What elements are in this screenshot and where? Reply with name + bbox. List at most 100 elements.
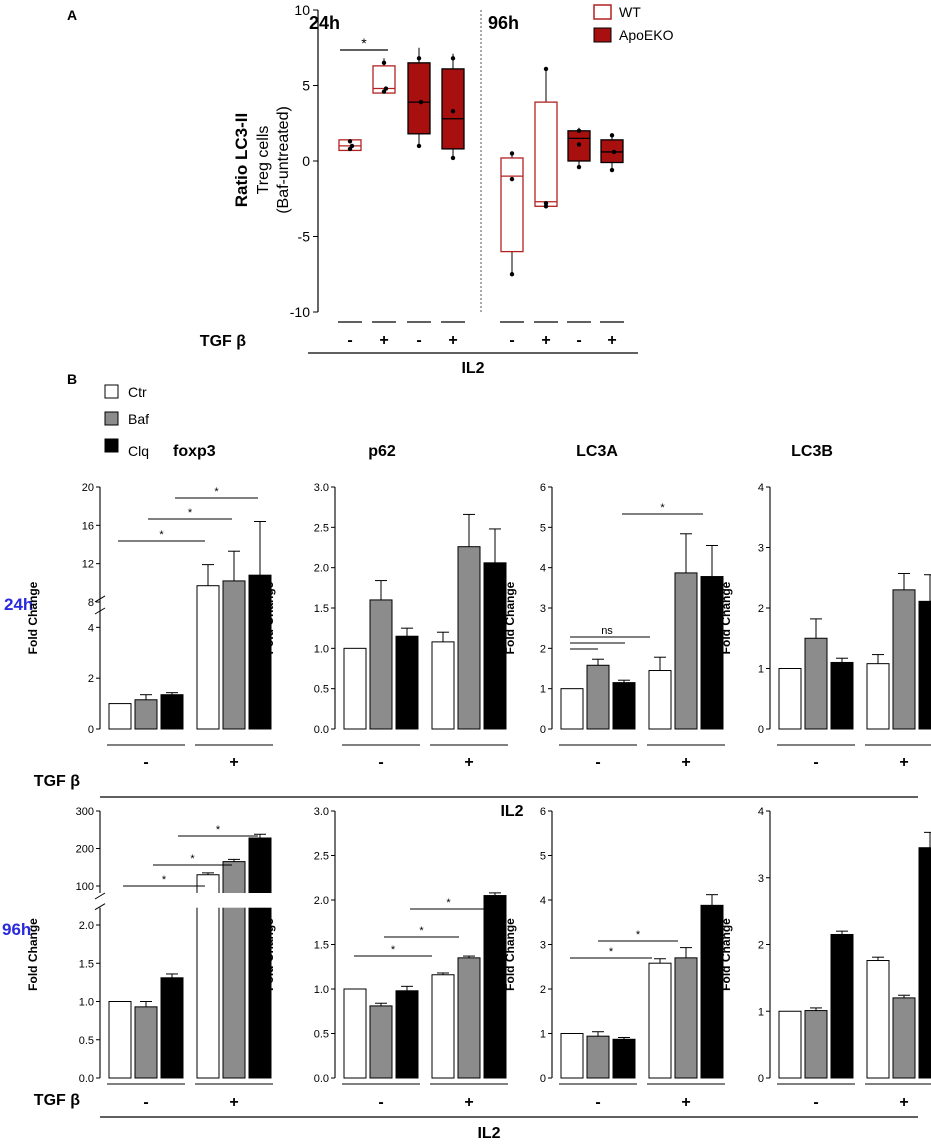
bar-chart-tick-label: 2.0 [314, 563, 329, 575]
bar-chart-tick-label: 5 [540, 522, 546, 534]
bar-ctr [560, 1033, 584, 1079]
panel-a-point [381, 60, 387, 66]
bar-clq [612, 1038, 636, 1079]
bar-clq [830, 933, 854, 1079]
tgf-sign-plus: + [229, 1094, 238, 1111]
panel-a-point [609, 133, 615, 138]
panel-a-box [500, 157, 524, 253]
panel-a-tick-label: 0 [302, 153, 310, 169]
bar-chart-tick-label: 3 [540, 603, 546, 615]
bar-chart-tick-label: 1 [540, 684, 546, 696]
tgf-sign-minus: - [813, 754, 818, 771]
panel-a-point [509, 151, 515, 156]
bar-ctr [866, 960, 890, 1079]
bar-chart-tick-label: 1 [758, 1006, 764, 1018]
panel-a-point [576, 164, 582, 170]
panel-a-time-96h: 96h [488, 13, 519, 33]
bar-baf [134, 699, 158, 730]
row24-tgf-label: TGF β [34, 773, 80, 790]
bar-chart-tick-label: 4 [758, 806, 764, 818]
bar-chart-tick-label: 20 [82, 482, 94, 494]
bar-chart-tick-label: 1.0 [314, 643, 329, 655]
panel-a-tick-label: -5 [298, 229, 311, 245]
panel-a-point [576, 128, 582, 133]
bar-chart-tick-label: 2.5 [314, 851, 329, 863]
bar-chart-ylabel: Fold Change [719, 581, 733, 654]
tgf-sign-minus: - [813, 1094, 818, 1111]
bar-chart-tick-label: 2 [758, 940, 764, 952]
bar-chart-tick-label: 3.0 [314, 482, 329, 494]
panel-a-point [416, 143, 422, 149]
bar-ctr [108, 703, 132, 730]
panel-a-ylabel-3: (Baf-untreated) [275, 106, 292, 214]
bar-chart-ylabel: Fold Change [26, 918, 40, 991]
bar-chart-tick-label: 0.0 [79, 1073, 94, 1085]
bar-chart-tick-label: 6 [540, 482, 546, 494]
bar-chart-tick-label: 12 [82, 559, 94, 571]
panel-a-tgf-sign: - [347, 332, 352, 349]
bar-chart-tick-label: 4 [88, 622, 94, 634]
sig-star: * [162, 874, 167, 886]
sig-star: * [159, 529, 164, 541]
panel-a-point [450, 56, 456, 61]
tgf-sign-plus: + [464, 754, 473, 771]
bar-chart-tick-label: 0.5 [314, 684, 329, 696]
bar-chart-tick-label: 16 [82, 520, 94, 532]
panel-a-ylabel-1: Ratio LC3-II [232, 113, 251, 207]
bar-chart-tick-label: 0 [88, 724, 94, 736]
legend-apoeko-swatch [593, 27, 612, 43]
bar-baf [222, 580, 246, 730]
bar-baf [457, 957, 481, 1079]
axis-break-gap [98, 893, 318, 908]
bar-chart-tick-label: 300 [76, 806, 94, 818]
legend-clq-swatch [104, 438, 119, 453]
bar-baf [892, 997, 916, 1079]
bar-baf [586, 664, 610, 730]
bar-chart-tick-label: 1.0 [79, 997, 94, 1009]
panel-a-tgf-label: TGF β [200, 333, 246, 350]
bar-baf [369, 1005, 393, 1079]
tgf-sign-minus: - [143, 754, 148, 771]
legend-ctr-label: Ctr [128, 384, 147, 400]
panel-a-box [407, 62, 431, 135]
tgf-sign-plus: + [464, 1094, 473, 1111]
panel-a-letter: A [67, 7, 77, 23]
panel-a-tgf-sign: - [509, 332, 514, 349]
tgf-sign-plus: + [899, 754, 908, 771]
panel-a-tgf-sign: + [379, 332, 388, 349]
panel-a-point [609, 167, 615, 173]
bar-chart-tick-label: 0.5 [314, 1029, 329, 1041]
bar-chart-tick-label: 3 [758, 873, 764, 885]
bar-chart-tick-label: 2 [540, 984, 546, 996]
panel-a-point [416, 56, 422, 61]
bar-baf [804, 1010, 828, 1079]
legend-clq-label: Clq [128, 443, 149, 459]
bar-chart-tick-label: 0.0 [314, 1073, 329, 1085]
bar-ctr [343, 647, 367, 730]
panel-a-tick-label: 5 [302, 78, 310, 94]
tgf-sign-minus: - [143, 1094, 148, 1111]
bar-chart-tick-label: 8 [88, 597, 94, 609]
panel-a-boxplot: Ratio LC3-II Treg cells (Baf-untreated) … [200, 2, 674, 377]
bar-clq [612, 682, 636, 730]
bar-ctr [431, 641, 455, 730]
sig-star: * [660, 502, 665, 514]
panel-a-point [543, 204, 549, 209]
bar-baf [892, 589, 916, 730]
panel-a-tgf-sign: - [576, 332, 581, 349]
panel-a-point [418, 99, 424, 105]
bar-chart-tick-label: 0 [758, 1073, 764, 1085]
bar-ctr [108, 1001, 132, 1079]
panel-a-tick-label: 10 [294, 2, 310, 18]
panel-a-point [450, 108, 456, 114]
panel-a-box [441, 68, 465, 150]
bar-ctr [560, 688, 584, 730]
bar-chart-tick-label: 1.5 [79, 958, 94, 970]
bar-chart-tick-label: 4 [540, 563, 546, 575]
sig-star: * [636, 929, 641, 941]
sig-star: * [391, 944, 396, 956]
bar-ctr [778, 668, 802, 730]
bar-chart-tick-label: 3.0 [314, 806, 329, 818]
legend-baf-label: Baf [128, 411, 149, 427]
panel-a-point [509, 272, 515, 277]
